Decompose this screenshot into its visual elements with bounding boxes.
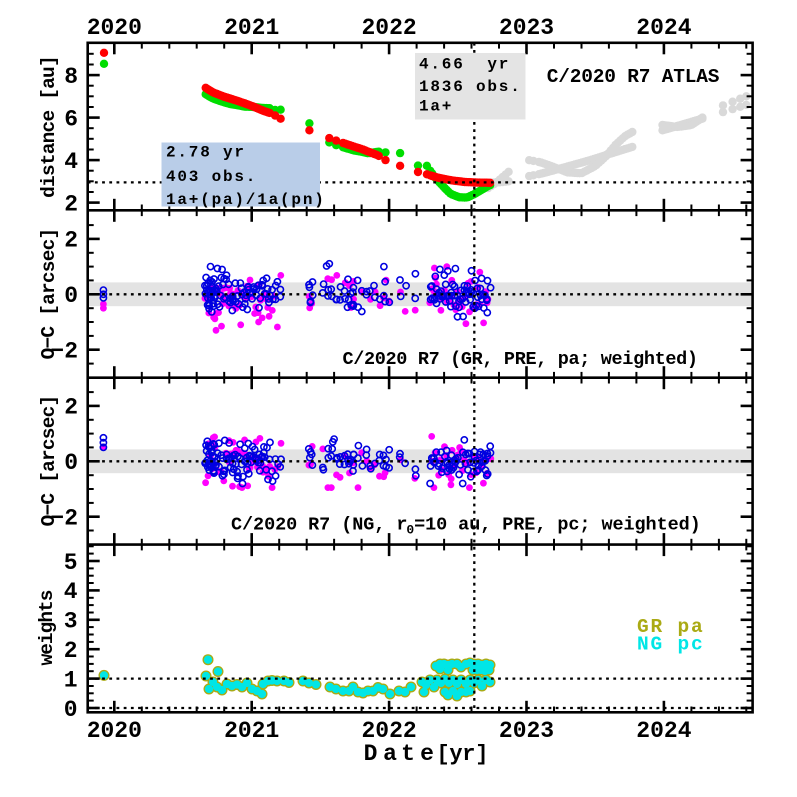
svg-text:1a+(pa)/1a(pn): 1a+(pa)/1a(pn) xyxy=(166,191,326,209)
svg-text:GR pa: GR pa xyxy=(637,616,705,638)
svg-text:2.78 yr: 2.78 yr xyxy=(166,144,246,162)
svg-text:2021: 2021 xyxy=(224,15,279,41)
svg-text:2021: 2021 xyxy=(224,718,279,744)
svg-text:1: 1 xyxy=(64,667,78,693)
svg-text:0: 0 xyxy=(64,283,78,309)
svg-text:−2: −2 xyxy=(50,506,78,532)
svg-text:2020: 2020 xyxy=(87,15,142,41)
svg-text:2023: 2023 xyxy=(499,15,554,41)
svg-text:1836 obs.: 1836 obs. xyxy=(419,78,522,96)
svg-text:D: D xyxy=(364,741,378,767)
svg-text:C/2020 R7 (NG, r0=10 au, PRE,: C/2020 R7 (NG, r0=10 au, PRE, pc; weight… xyxy=(231,515,701,538)
svg-text:[yr]: [yr] xyxy=(437,742,489,767)
svg-text:2: 2 xyxy=(64,228,78,254)
svg-text:e: e xyxy=(420,741,434,767)
svg-text:NG pc: NG pc xyxy=(637,634,705,656)
svg-text:−2: −2 xyxy=(50,339,78,365)
svg-text:O−C [arcsec]: O−C [arcsec] xyxy=(38,396,60,527)
svg-text:1a+: 1a+ xyxy=(419,98,453,116)
svg-text:2020: 2020 xyxy=(87,718,142,744)
svg-text:8: 8 xyxy=(64,64,78,90)
svg-text:4: 4 xyxy=(64,149,78,175)
svg-text:C/2020 R7 ATLAS: C/2020 R7 ATLAS xyxy=(547,66,720,88)
svg-text:0: 0 xyxy=(64,450,78,476)
svg-text:t: t xyxy=(401,741,415,767)
svg-text:4.66 yr: 4.66 yr xyxy=(419,56,510,74)
svg-text:2022: 2022 xyxy=(361,718,416,744)
svg-text:2024: 2024 xyxy=(636,718,691,744)
svg-text:5: 5 xyxy=(64,550,78,576)
svg-text:O−C [arcsec]: O−C [arcsec] xyxy=(38,229,60,360)
svg-text:2: 2 xyxy=(64,191,78,217)
svg-text:2: 2 xyxy=(64,638,78,664)
svg-text:403 obs.: 403 obs. xyxy=(166,168,257,186)
svg-text:6: 6 xyxy=(64,106,78,132)
svg-text:a: a xyxy=(383,741,397,767)
svg-text:distance [au]: distance [au] xyxy=(38,56,60,198)
svg-text:0: 0 xyxy=(64,697,78,723)
svg-text:2022: 2022 xyxy=(361,15,416,41)
svg-text:2: 2 xyxy=(64,395,78,421)
svg-text:3: 3 xyxy=(64,609,78,635)
svg-text:C/2020 R7 (GR, PRE, pa; weight: C/2020 R7 (GR, PRE, pa; weighted) xyxy=(343,349,698,370)
svg-text:2024: 2024 xyxy=(636,15,691,41)
svg-text:weights: weights xyxy=(36,590,58,665)
svg-text:2023: 2023 xyxy=(499,718,554,744)
svg-text:4: 4 xyxy=(64,579,78,605)
